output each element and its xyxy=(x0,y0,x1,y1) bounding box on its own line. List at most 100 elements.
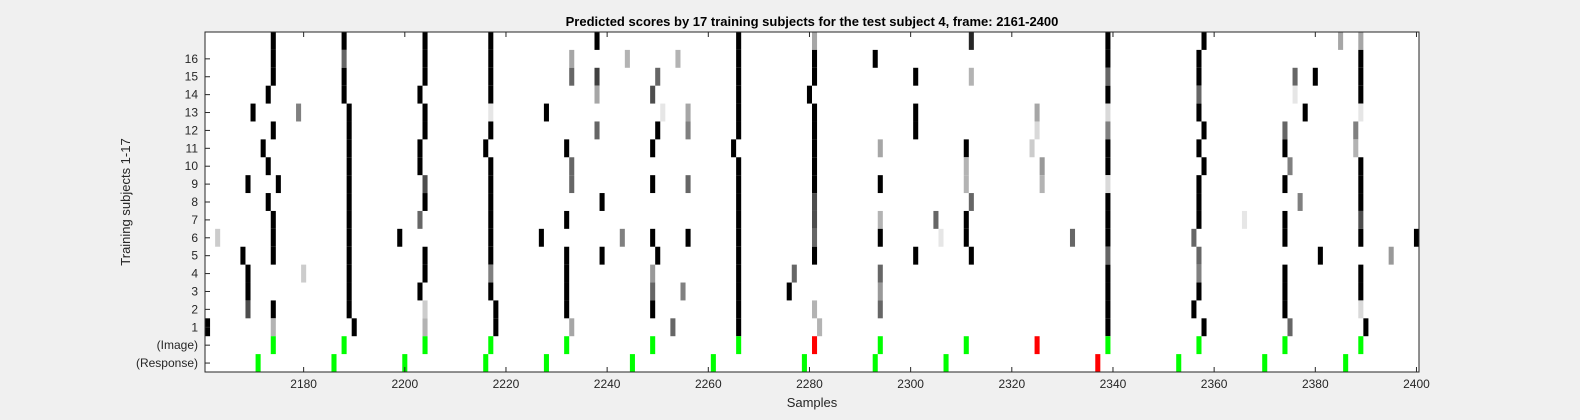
heatmap-cell xyxy=(488,49,494,68)
heatmap-cell xyxy=(250,103,256,122)
heatmap-cell xyxy=(1201,121,1207,140)
chart-title: Predicted scores by 17 training subjects… xyxy=(566,14,1059,29)
response-marker xyxy=(1176,354,1182,372)
heatmap-cell xyxy=(736,318,742,337)
image-marker xyxy=(564,336,570,355)
heatmap-cell xyxy=(736,193,742,211)
heatmap-cell xyxy=(877,300,883,319)
heatmap-cell xyxy=(812,32,818,50)
heatmap-cell xyxy=(877,210,883,229)
heatmap-cell xyxy=(736,32,742,50)
heatmap-cell xyxy=(1353,139,1359,158)
heatmap-cell xyxy=(1191,300,1197,319)
heatmap-cell xyxy=(341,85,347,104)
heatmap-cell xyxy=(736,246,742,265)
heatmap-cell xyxy=(933,210,939,229)
heatmap-cell xyxy=(422,300,428,319)
heatmap-cell xyxy=(736,175,742,194)
heatmap-cell xyxy=(569,67,575,86)
heatmap-cell xyxy=(680,282,686,301)
heatmap-cell xyxy=(417,139,423,158)
image-marker xyxy=(422,336,428,355)
heatmap-cell xyxy=(1363,318,1369,337)
heatmap-cell xyxy=(417,157,423,176)
heatmap-cell xyxy=(1105,67,1111,86)
response-marker xyxy=(872,354,878,372)
response-marker xyxy=(1343,354,1349,372)
image-marker xyxy=(736,336,742,355)
heatmap-cell xyxy=(624,49,630,68)
heatmap-cell xyxy=(488,193,494,211)
heatmap-cell xyxy=(240,246,246,265)
heatmap-cell xyxy=(1196,210,1202,229)
heatmap-cell xyxy=(599,193,605,211)
heatmap-cell xyxy=(564,210,570,229)
heatmap-cell xyxy=(650,264,656,283)
heatmap-cell xyxy=(422,318,428,337)
y-tick-label: (Image) xyxy=(157,338,198,352)
heatmap-cell xyxy=(913,246,919,265)
heatmap-cell xyxy=(812,49,818,68)
heatmap-cell xyxy=(346,228,352,247)
heatmap-cell xyxy=(736,228,742,247)
heatmap-cell xyxy=(670,318,676,337)
heatmap-cell xyxy=(812,193,818,211)
heatmap-cell xyxy=(1358,157,1364,176)
heatmap-cell xyxy=(1282,175,1288,194)
heatmap-cell xyxy=(346,246,352,265)
heatmap-cell xyxy=(488,228,494,247)
heatmap-cell xyxy=(1312,67,1318,86)
heatmap-cell xyxy=(422,103,428,122)
heatmap-cell xyxy=(968,193,974,211)
heatmap-cell xyxy=(963,139,969,158)
y-tick-label: 5 xyxy=(191,249,198,263)
heatmap-cell xyxy=(913,121,919,140)
heatmap-cell xyxy=(346,157,352,176)
heatmap-cell xyxy=(812,157,818,176)
heatmap-cell xyxy=(1034,103,1040,122)
response-marker xyxy=(801,354,807,372)
heatmap-cell xyxy=(296,103,302,122)
heatmap-cell xyxy=(594,32,600,50)
heatmap-cell xyxy=(1191,228,1197,247)
heatmap-cell xyxy=(488,67,494,86)
heatmap-cell xyxy=(968,246,974,265)
response-marker xyxy=(331,354,337,372)
image-marker xyxy=(812,336,818,355)
heatmap-cell xyxy=(1338,32,1344,50)
heatmap-cell xyxy=(493,300,499,319)
heatmap-cell xyxy=(341,32,347,50)
image-marker xyxy=(1358,336,1364,355)
heatmap-cell xyxy=(1196,175,1202,194)
heatmap-cell xyxy=(1105,193,1111,211)
x-tick-label: 2280 xyxy=(796,377,823,391)
heatmap-cell xyxy=(1196,139,1202,158)
y-tick-label: 4 xyxy=(191,267,198,281)
image-marker xyxy=(1196,336,1202,355)
heatmap-cell xyxy=(265,157,271,176)
y-tick-label: 10 xyxy=(185,159,199,173)
heatmap-cell xyxy=(341,49,347,68)
heatmap-cell xyxy=(963,228,969,247)
heatmap-cell xyxy=(1287,157,1293,176)
heatmap-cell xyxy=(938,228,944,247)
heatmap-cell xyxy=(275,175,281,194)
heatmap-cell xyxy=(872,49,878,68)
x-tick-label: 2200 xyxy=(391,377,418,391)
heatmap-cell xyxy=(1358,175,1364,194)
heatmap-cell xyxy=(1105,300,1111,319)
heatmap-cell xyxy=(1196,67,1202,86)
heatmap-cell xyxy=(1105,282,1111,301)
heatmap-cell xyxy=(564,282,570,301)
heatmap-cell xyxy=(270,318,276,337)
heatmap-cell xyxy=(877,175,883,194)
heatmap-cell xyxy=(422,193,428,211)
heatmap-cell xyxy=(1282,139,1288,158)
y-tick-label: 8 xyxy=(191,195,198,209)
heatmap-cell xyxy=(963,175,969,194)
heatmap-cell xyxy=(1196,85,1202,104)
heatmap-cell xyxy=(422,121,428,140)
heatmap-cell xyxy=(817,318,823,337)
heatmap-cell xyxy=(1105,139,1111,158)
x-axis-ticks: 2180 2200 2220 2240 2260 2280 2300 2320 2340 2360… xyxy=(290,32,1430,391)
